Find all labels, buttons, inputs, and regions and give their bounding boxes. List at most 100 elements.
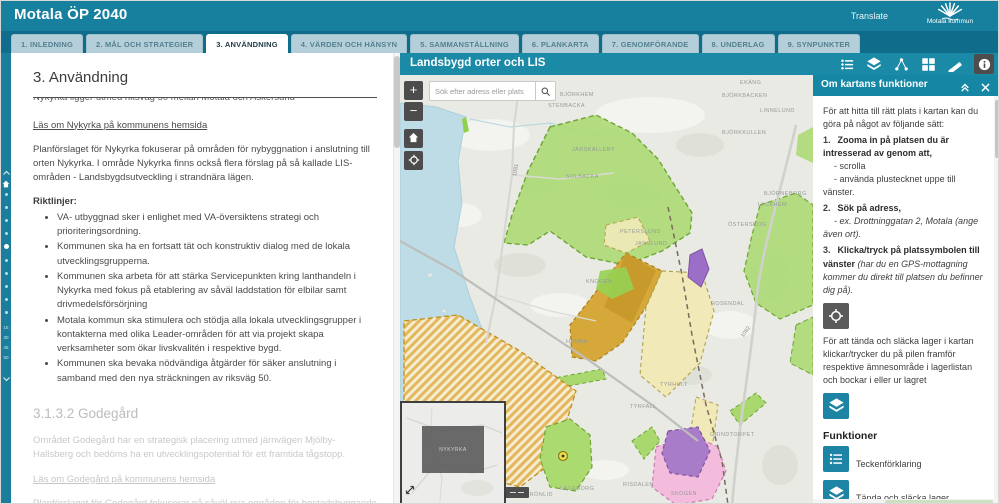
rail-number[interactable]: 50 xyxy=(3,355,9,360)
riktlinje-item: Kommunen ska bevaka nödvändiga åtgärder … xyxy=(57,357,377,386)
tab-mal-och-strategier[interactable]: 2. MÅL OCH STRATEGIER xyxy=(86,34,204,53)
map-place-label: JÄRSKÄLLEBY xyxy=(572,147,615,153)
inset-expand-icon[interactable] xyxy=(405,482,415,500)
map-place-label: KNOGEN xyxy=(586,279,613,285)
layers-paragraph: För att tända och släcka lager i kartan … xyxy=(823,335,974,385)
tab-genomforande[interactable]: 7. GENOMFÖRANDE xyxy=(601,34,699,53)
search-button[interactable] xyxy=(535,81,556,101)
rail-dot[interactable] xyxy=(4,272,8,275)
funktioner-heading: Funktioner xyxy=(823,429,878,442)
nykyrka-paragraph: Planförslaget för Nykyrka fokuserar på o… xyxy=(33,143,370,184)
map-canvas[interactable]: BJÖRKHEM STENBACKA EKÄNG BJÖRKBACKEN LIN… xyxy=(400,75,813,503)
tab-underlag[interactable]: 8. UNDERLAG xyxy=(701,34,775,53)
home-icon xyxy=(408,132,419,143)
main-tabbar: 1. INLEDNING 2. MÅL OCH STRATEGIER 3. AN… xyxy=(1,31,998,53)
overview-inset-map[interactable]: NYKYRKA xyxy=(400,401,506,503)
rail-chevron-up-icon[interactable] xyxy=(1,163,11,181)
info-panel-title: Om kartans funktioner xyxy=(821,79,928,90)
tab-varden-och-hansyn[interactable]: 4. VÄRDEN OCH HÄNSYN xyxy=(290,34,408,53)
zoom-out-button[interactable]: − xyxy=(404,102,423,121)
rail-number[interactable]: 15 xyxy=(3,325,9,330)
logo-label: Motala kommun xyxy=(926,18,974,25)
map-place-label: LILLEBORG xyxy=(560,486,595,492)
godegard-link[interactable]: Läs om Godegård på kommunens hemsida xyxy=(33,473,216,485)
map-place-label: STENBACKA xyxy=(548,103,585,109)
collapse-icon[interactable] xyxy=(960,79,970,97)
rail-dot-active[interactable] xyxy=(3,244,9,249)
share-icon[interactable] xyxy=(893,56,909,72)
panel-scrollbar-thumb[interactable] xyxy=(994,100,998,158)
rail-dot[interactable] xyxy=(4,298,8,301)
instruction-2-sub: - ex. Drottninggatan 2, Motala (ange äve… xyxy=(823,216,979,240)
map-place-label: TYRHULT xyxy=(660,382,688,388)
map-info-panel: Om kartans funktioner För att hitta till… xyxy=(813,75,998,503)
search-input[interactable] xyxy=(429,81,535,101)
map-place-label: JANSLUND xyxy=(635,241,668,247)
translate-link[interactable]: Translate xyxy=(850,11,888,21)
rail-number[interactable]: 30 xyxy=(3,335,9,340)
legend-icon[interactable] xyxy=(839,56,855,72)
rail-dot[interactable] xyxy=(4,311,8,314)
legend-icon[interactable] xyxy=(823,446,849,473)
instruction-1: 1. Zooma in på platsen du är intresserad … xyxy=(823,135,950,159)
riktlinjer-heading: Riktlinjer: xyxy=(33,195,77,207)
document-scrollbar[interactable] xyxy=(393,53,400,503)
layers-icon[interactable] xyxy=(823,480,849,503)
rail-dot[interactable] xyxy=(4,219,8,222)
home-extent-button[interactable] xyxy=(404,129,423,148)
inset-extent-box[interactable]: NYKYRKA xyxy=(422,426,484,473)
rail-number[interactable]: 45 xyxy=(3,345,9,350)
layers-example-icon xyxy=(823,392,849,419)
instruction-3: 3. Klicka/tryck på platssymbolen till vän… xyxy=(823,245,983,295)
info-panel-header[interactable]: Om kartans funktioner xyxy=(813,75,998,97)
godegard-heading: 3.1.3.2 Godegård xyxy=(33,405,139,421)
rail-dot[interactable] xyxy=(4,206,8,209)
close-icon[interactable] xyxy=(981,79,990,97)
map-place-label: ROSENDAL xyxy=(711,301,745,307)
tab-anvandning[interactable]: 3. ANVÄNDNING xyxy=(206,34,288,53)
map-place-label: LINNELUND xyxy=(760,108,795,114)
rail-home-icon[interactable] xyxy=(1,175,11,193)
map-place-label: SKOGEN xyxy=(671,491,697,497)
nykyrka-link[interactable]: Läs om Nykyrka på kommunens hemsida xyxy=(33,119,208,131)
riktlinje-item: Motala kommun ska stimulera och stödja a… xyxy=(57,314,377,357)
tab-synpunkter[interactable]: 9. SYNPUNKTER xyxy=(777,34,861,53)
rail-chevron-down-icon[interactable] xyxy=(1,369,11,387)
panel-scrollbar-horizontal[interactable] xyxy=(813,499,998,503)
riktlinje-item: Kommunen ska arbeta för att stärka Servi… xyxy=(57,270,377,313)
function-row: Tända och släcka lager xyxy=(823,480,985,503)
panel-intro: För att hitta till rätt plats i kartan k… xyxy=(823,106,979,130)
panel-scrollbar-vertical[interactable] xyxy=(994,96,998,499)
clipped-scrolled-text: Nykyrka ligger utmed riksväg 50 mellan M… xyxy=(33,98,377,103)
app-header: Motala ÖP 2040 Translate Motala kommun xyxy=(1,1,998,31)
apps-grid-icon[interactable] xyxy=(920,56,936,72)
layers-icon[interactable] xyxy=(866,56,882,72)
inset-map-graphics xyxy=(402,403,504,503)
map-toolbar xyxy=(839,54,994,74)
info-icon[interactable] xyxy=(974,54,994,74)
gps-locate-button[interactable] xyxy=(404,151,423,170)
tab-inledning[interactable]: 1. INLEDNING xyxy=(11,34,83,53)
heading-divider xyxy=(33,96,377,98)
rail-dot[interactable] xyxy=(4,259,8,262)
search-icon xyxy=(541,87,551,96)
map-place-label: LYCKHEM xyxy=(758,202,787,208)
zoom-in-button[interactable]: + xyxy=(404,81,423,100)
rail-dot[interactable] xyxy=(4,285,8,288)
map-place-label: HAMRA xyxy=(566,339,588,345)
rail-dot[interactable] xyxy=(4,193,8,196)
tab-plankarta[interactable]: 6. PLANKARTA xyxy=(521,34,599,53)
instruction-2: 2. Sök på adress, xyxy=(823,203,902,214)
map-place-label: TYRFALL xyxy=(630,404,657,410)
rail-dot[interactable] xyxy=(4,232,8,235)
info-panel-body: För att hitta till rätt plats i kartan k… xyxy=(813,96,993,503)
gps-example-icon xyxy=(823,302,849,329)
panel-scrollbar-thumb[interactable] xyxy=(885,499,993,503)
inset-extent-label: NYKYRKA xyxy=(439,446,467,453)
measure-icon[interactable] xyxy=(947,56,963,72)
document-scrollbar-thumb[interactable] xyxy=(393,56,400,148)
tab-sammanstallning[interactable]: 5. SAMMANSTÄLLNING xyxy=(410,34,519,53)
map-header-bar: Landsbygd orter och LIS xyxy=(400,53,998,75)
logo-fan-icon xyxy=(937,2,963,20)
